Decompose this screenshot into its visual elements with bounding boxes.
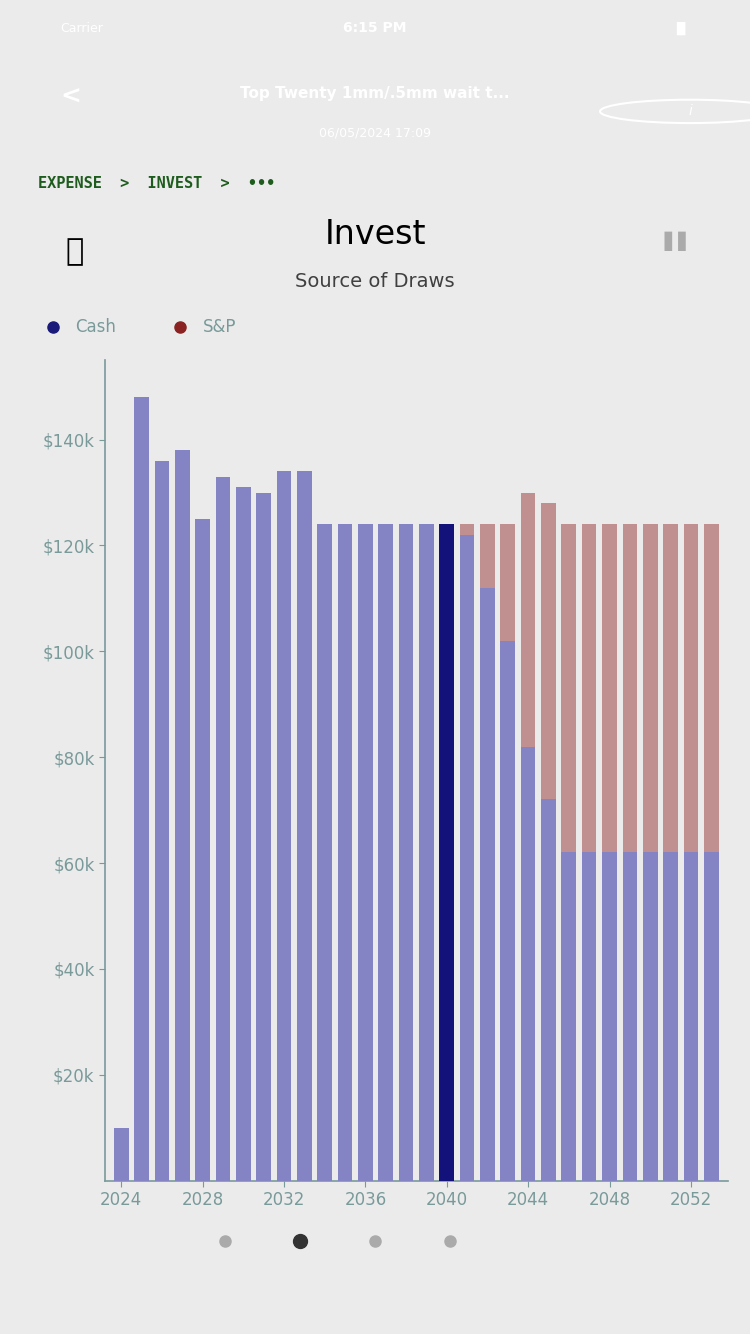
Bar [622, 852, 638, 1181]
Bar [480, 524, 495, 588]
Bar [663, 524, 678, 852]
Bar [216, 476, 230, 1181]
Bar [683, 524, 698, 852]
Text: i: i [688, 104, 692, 119]
Bar [175, 450, 190, 1181]
Text: Invest: Invest [324, 219, 426, 251]
Text: ▐ ▌: ▐ ▌ [657, 232, 693, 252]
Bar [480, 588, 495, 1181]
Bar [520, 747, 536, 1181]
Text: 🛒: 🛒 [66, 237, 84, 267]
Text: Cash: Cash [75, 317, 116, 336]
Bar [317, 524, 332, 1181]
Bar [236, 487, 250, 1181]
Bar [622, 524, 638, 852]
Bar [500, 524, 515, 640]
Bar [602, 524, 616, 852]
Bar [379, 524, 393, 1181]
Bar [542, 503, 556, 799]
Bar [704, 524, 718, 852]
Text: Top Twenty 1mm/.5mm wait t...: Top Twenty 1mm/.5mm wait t... [240, 87, 510, 101]
Text: <: < [60, 85, 81, 109]
Text: 6:15 PM: 6:15 PM [344, 21, 406, 35]
Text: Carrier: Carrier [60, 21, 103, 35]
Bar [440, 524, 454, 1181]
Bar [663, 852, 678, 1181]
Bar [338, 524, 352, 1181]
Bar [643, 524, 658, 852]
Text: EXPENSE  >  INVEST  >  •••: EXPENSE > INVEST > ••• [38, 176, 274, 191]
Bar [602, 852, 616, 1181]
Bar [562, 852, 576, 1181]
Text: Source of Draws: Source of Draws [296, 272, 454, 291]
Bar [399, 524, 413, 1181]
Bar [460, 524, 475, 535]
Bar [277, 471, 291, 1181]
Bar [358, 524, 373, 1181]
Bar [683, 852, 698, 1181]
Text: 06/05/2024 17:09: 06/05/2024 17:09 [319, 127, 431, 139]
Bar [542, 799, 556, 1181]
Bar [154, 460, 170, 1181]
Text: ▐▌: ▐▌ [670, 21, 690, 35]
Bar [297, 471, 312, 1181]
Bar [582, 524, 596, 852]
Bar [256, 492, 271, 1181]
Bar [500, 640, 515, 1181]
Bar [195, 519, 210, 1181]
Bar [704, 852, 718, 1181]
Bar [520, 492, 536, 747]
Text: S&P: S&P [202, 317, 236, 336]
Bar [562, 524, 576, 852]
Bar [134, 398, 149, 1181]
Bar [643, 852, 658, 1181]
Bar [460, 535, 475, 1181]
Bar [582, 852, 596, 1181]
Bar [114, 1127, 128, 1181]
Bar [419, 524, 434, 1181]
